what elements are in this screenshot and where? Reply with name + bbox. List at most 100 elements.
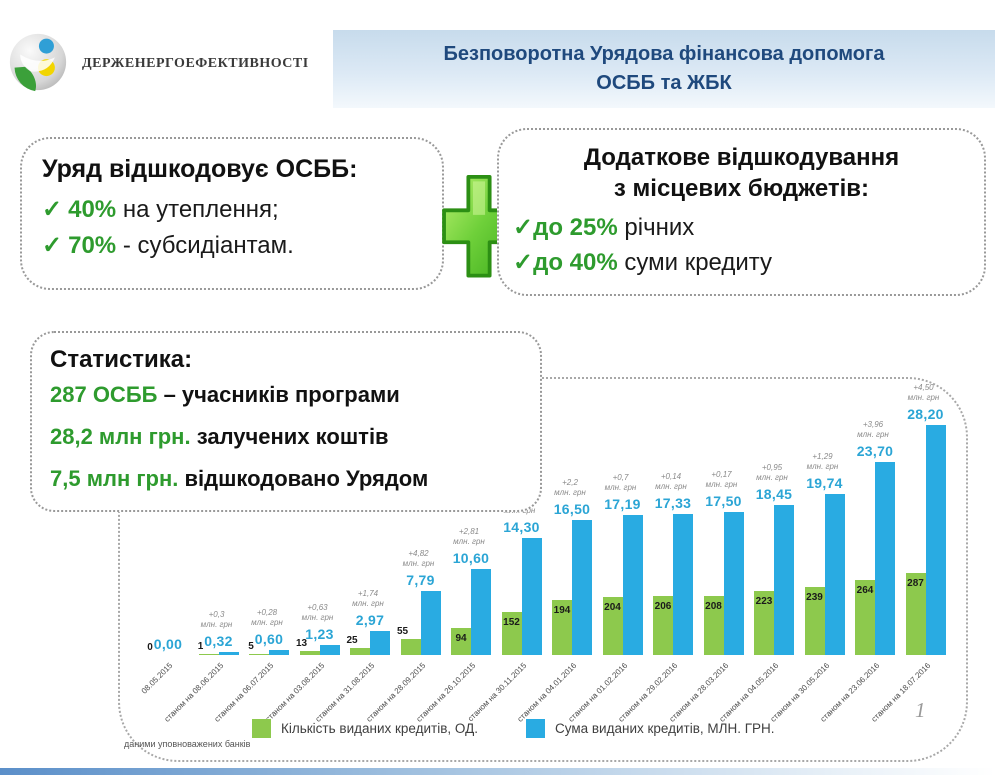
bar-sum-label: 1,23 <box>305 625 334 642</box>
bar-count-label: 13 <box>295 638 308 650</box>
bar-credit-count <box>451 628 471 655</box>
chart-legend: Кількість виданих кредитів, ОД. Сума вид… <box>252 719 775 738</box>
item-highlight: до 40% <box>533 249 618 276</box>
bar-delta-annotation: +2,2 млн. грн <box>554 478 586 498</box>
bar-credit-count <box>653 596 673 655</box>
stat-line: 28,2 млн грн. залучених коштів <box>50 416 540 458</box>
stat-line: 7,5 млн грн. відшкодовано Урядом <box>50 458 540 500</box>
bar-sum-label: 0,00 <box>153 636 183 652</box>
bar-credit-sum <box>572 520 592 655</box>
bar-delta-annotation: +4,50 млн. грн <box>907 383 940 402</box>
bar-credit-sum <box>673 513 693 655</box>
bar-count-label: 223 <box>755 596 773 608</box>
bar-count-label: 194 <box>553 604 571 616</box>
bar-sum-label: 14,30 <box>503 519 540 536</box>
gov-box-item: ✓ 70% - субсидіантам. <box>42 228 442 264</box>
bar-delta-annotation: +0,3 млн. грн <box>200 610 233 630</box>
bar-delta-annotation: +0,7 млн. грн <box>604 472 637 492</box>
bar-sum-label: 10,60 <box>452 549 490 566</box>
item-text: - субсидіантам. <box>116 232 294 259</box>
bar-sum-label: 18,45 <box>755 485 793 502</box>
stat-text: залучених коштів <box>190 424 389 449</box>
bar-sum-label: 7,79 <box>406 572 435 589</box>
bar-sum-label: 23,70 <box>856 442 894 459</box>
gov-box-title: Уряд відшкодовує ОСББ: <box>42 155 358 183</box>
page-number: 1 <box>915 698 926 722</box>
bar-credit-sum <box>420 591 441 655</box>
bar-credit-count <box>754 591 774 655</box>
bar-sum-label: 17,19 <box>604 495 641 512</box>
bar-sum-label: 17,50 <box>705 493 742 510</box>
item-highlight: 40% <box>68 196 117 223</box>
legend-item-count: Кількість виданих кредитів, ОД. <box>252 719 478 738</box>
bar-credit-count <box>552 599 572 655</box>
checkmark-icon: ✓ <box>513 214 534 241</box>
bar-count-label: 287 <box>907 578 924 589</box>
stat-text: – учасників програми <box>157 382 400 407</box>
bar-sum-label: 16,50 <box>553 501 591 518</box>
bar-credit-sum <box>774 504 794 655</box>
bar-credit-sum <box>319 644 340 655</box>
bar-credit-count <box>905 573 926 655</box>
bar-delta-annotation: +0,28 млн. грн <box>251 608 283 628</box>
stat-highlight: 7,5 млн грн. <box>50 466 179 491</box>
stats-box-title: Статистика: <box>50 346 193 373</box>
bar-count-label: 1 <box>197 640 204 652</box>
local-box-item: ✓до 25% річних <box>513 210 984 245</box>
legend-swatch <box>526 719 545 738</box>
stat-text: відшкодовано Урядом <box>178 466 429 491</box>
item-text: на утеплення; <box>116 196 279 223</box>
bar-credit-count <box>400 639 421 655</box>
bar-credit-sum <box>875 461 895 655</box>
slide-title: Безповоротна Урядова фінансова допомога … <box>333 30 995 108</box>
legend-label: Кількість виданих кредитів, ОД. <box>281 721 478 736</box>
bar-count-label: 55 <box>396 626 409 638</box>
bar-delta-annotation: +0,14 млн. грн <box>655 471 687 491</box>
bar-delta-annotation: +1,74 млн. грн <box>352 588 384 608</box>
local-budget-box: Додаткове відшкодування з місцевих бюдже… <box>497 128 986 296</box>
legend-label: Сума виданих кредитів, МЛН. ГРН. <box>555 721 775 736</box>
bar-credit-count <box>501 611 522 655</box>
bar-credit-count <box>350 647 370 655</box>
bottom-accent-strip <box>0 768 995 775</box>
legend-swatch <box>252 719 271 738</box>
statistics-box: Статистика: 287 ОСББ – учасників програм… <box>30 331 542 512</box>
bar-count-label: 0 <box>147 642 153 653</box>
bar-credit-sum <box>471 568 491 655</box>
bar-sum-label: 2,97 <box>355 611 385 628</box>
logo-text: ДЕРЖЕНЕРГОЕФЕКТИВНОСТІ <box>82 56 309 71</box>
bar-count-label: 204 <box>604 601 621 613</box>
bar-delta-annotation: +0,17 млн. грн <box>705 470 738 490</box>
bar-credit-sum <box>622 514 643 655</box>
slide-title-line2: ОСББ та ЖБК <box>596 72 732 94</box>
bar-credit-sum <box>370 630 390 655</box>
bar-credit-count <box>249 653 269 655</box>
chart-plot: 0 0,00 08.05.2015 1 0,32 +0,3 млн. грн станом н… <box>130 383 970 724</box>
bar-count-label: 239 <box>806 591 823 603</box>
bar-count-label: 5 <box>248 640 254 652</box>
bar-credit-sum <box>218 652 239 655</box>
legend-item-sum: Сума виданих кредитів, МЛН. ГРН. <box>526 719 775 738</box>
bar-count-label: 206 <box>654 601 672 613</box>
bar-credit-count <box>855 579 875 655</box>
bar-delta-annotation: +4,82 млн. грн <box>402 549 435 569</box>
bar-count-label: 25 <box>346 634 358 646</box>
checkmark-icon: ✓ <box>513 249 534 276</box>
bar-sum-label: 19,74 <box>806 475 843 491</box>
bar-credit-count <box>299 651 320 655</box>
gov-reimbursement-box: Уряд відшкодовує ОСББ: ✓ 40% на утеплення… <box>20 137 444 290</box>
plus-icon <box>441 168 517 283</box>
item-text: суми кредиту <box>617 249 773 276</box>
bar-count-label: 94 <box>455 633 467 645</box>
item-highlight: 70% <box>68 232 117 259</box>
gov-box-item: ✓ 40% на утеплення; <box>42 192 442 228</box>
bar-credit-count <box>804 586 825 655</box>
bar-credit-sum <box>521 538 542 655</box>
item-text: річних <box>617 214 695 241</box>
item-highlight: до 25% <box>533 214 618 241</box>
energy-efficiency-logo-icon <box>8 32 68 97</box>
agency-logo: ДЕРЖЕНЕРГОЕФЕКТИВНОСТІ <box>8 33 328 95</box>
bar-sum-label: 0,60 <box>254 631 284 648</box>
bar-credit-sum <box>269 650 289 655</box>
